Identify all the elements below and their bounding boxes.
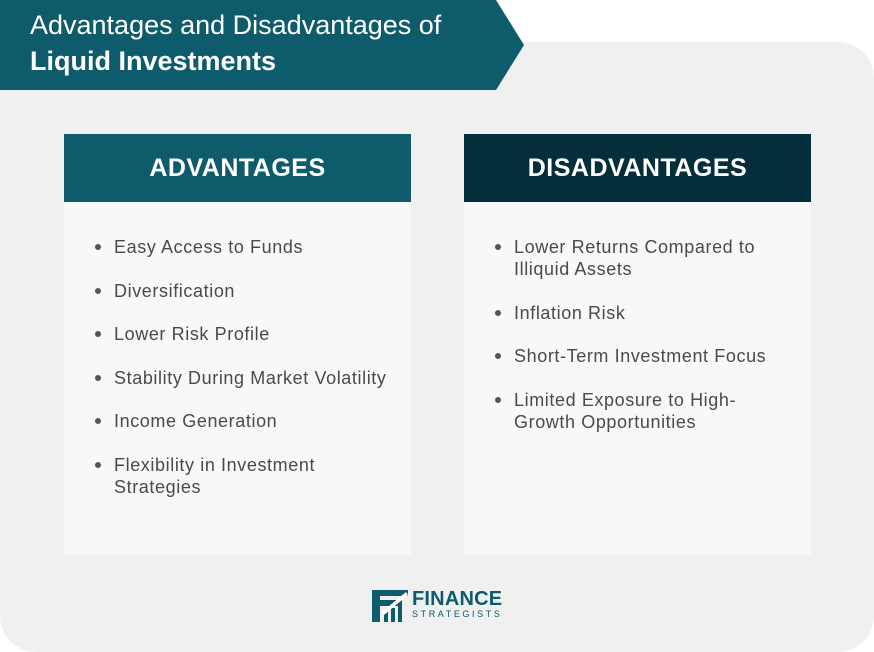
advantages-list: Easy Access to Funds Diversification Low… [64,202,411,498]
logo-word-finance: FINANCE [412,588,503,610]
advantage-item: Easy Access to Funds [95,236,391,258]
page-title-line1: Advantages and Disadvantages of [30,10,442,40]
disadvantage-item: Inflation Risk [495,302,791,324]
advantages-card: ADVANTAGES Easy Access to Funds Diversif… [64,134,411,555]
finance-strategists-logo: FINANCE STRATEGISTS [372,586,502,622]
advantage-item: Stability During Market Volatility [95,367,391,389]
advantage-item: Diversification [95,280,391,302]
disadvantages-list: Lower Returns Compared to Illiquid Asset… [464,202,811,433]
disadvantage-item: Short-Term Investment Focus [495,345,791,367]
disadvantage-item: Limited Exposure to High-Growth Opportun… [495,389,791,433]
logo-word-strategists: STRATEGISTS [412,609,503,619]
advantages-heading: ADVANTAGES [64,134,411,202]
page-title-line2: Liquid Investments [30,46,277,76]
title-banner: Advantages and Disadvantages of Liquid I… [0,0,524,90]
finance-strategists-logo-icon [372,590,408,622]
disadvantage-item: Lower Returns Compared to Illiquid Asset… [495,236,791,280]
disadvantages-heading: DISADVANTAGES [464,134,811,202]
disadvantages-card: DISADVANTAGES Lower Returns Compared to … [464,134,811,555]
advantage-item: Income Generation [95,410,391,432]
advantage-item: Flexibility in Investment Strategies [95,454,391,498]
logo-text: FINANCE STRATEGISTS [412,589,502,619]
advantage-item: Lower Risk Profile [95,323,391,345]
